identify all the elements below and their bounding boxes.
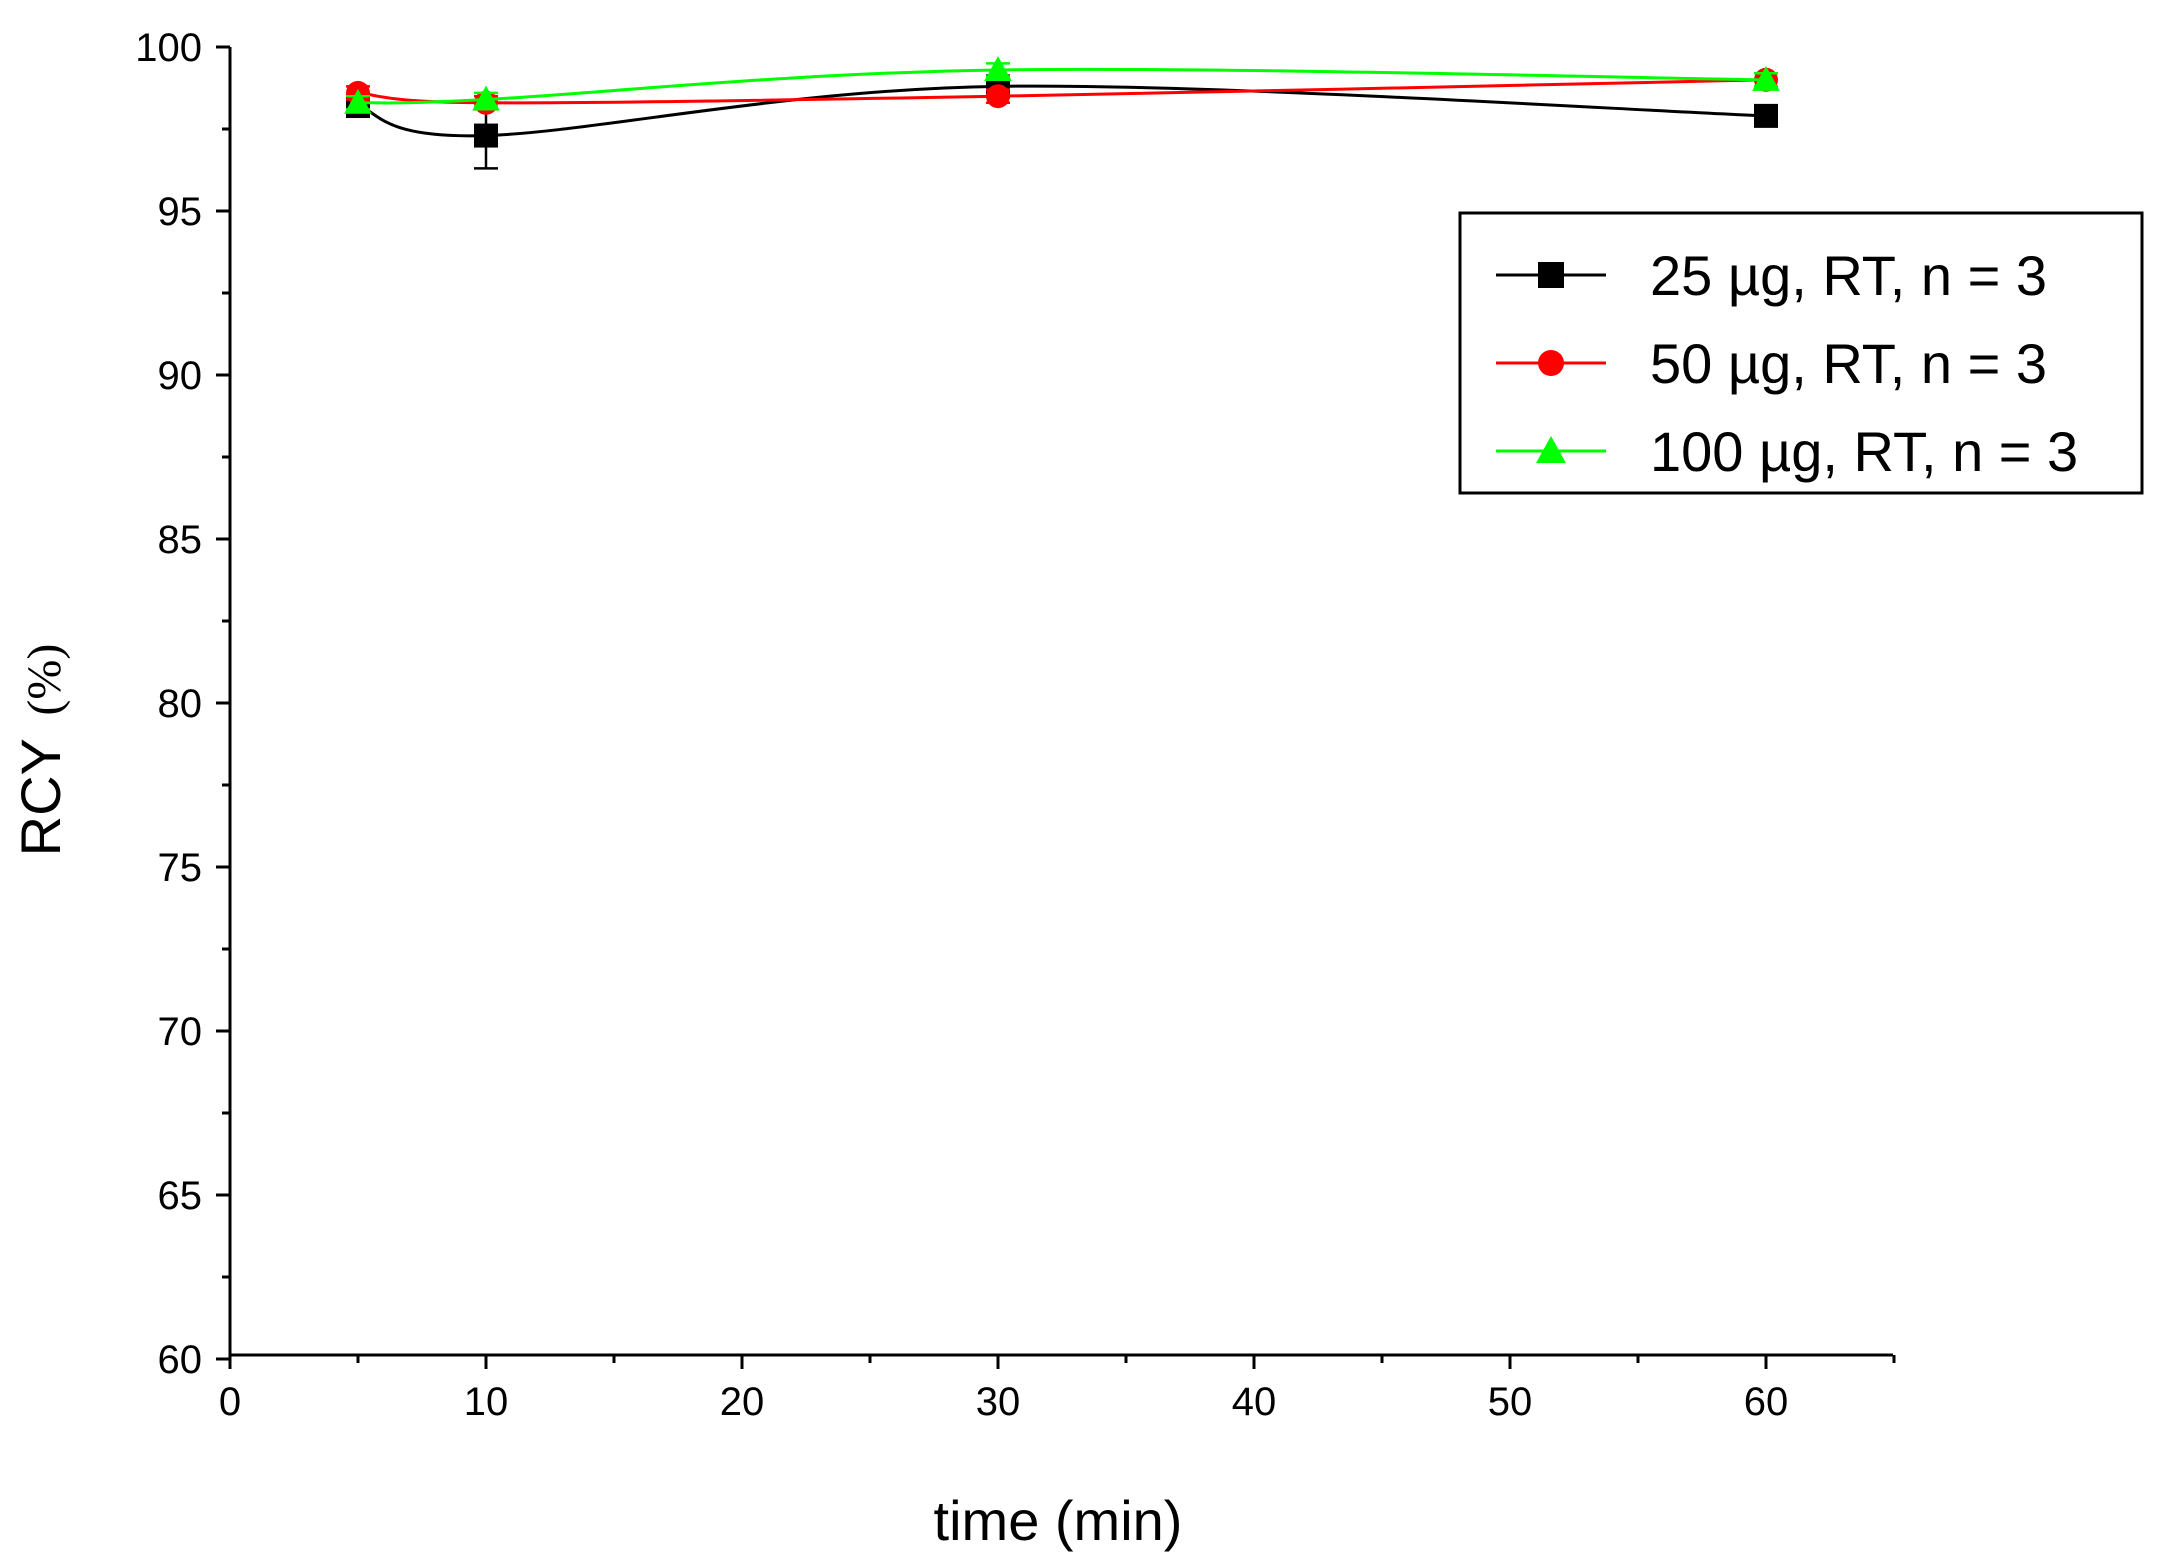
legend-marker xyxy=(1536,436,1566,463)
data-point xyxy=(984,56,1012,81)
y-tick-label: 80 xyxy=(158,682,203,726)
legend-item-3: 100 µg, RT, n = 3 xyxy=(1496,420,2078,483)
x-tick-label: 20 xyxy=(720,1380,765,1424)
y-axis-title-unit: (%) xyxy=(18,644,71,716)
series-line xyxy=(357,67,1767,105)
legend: 25 µg, RT, n = 3 50 µg, RT, n = 3 100 µg, … xyxy=(1458,211,2144,495)
y-axis-title: RCY (%) xyxy=(9,644,72,857)
legend-marker xyxy=(1538,350,1564,376)
data-point xyxy=(472,85,500,111)
series-1 xyxy=(346,74,1778,170)
legend-item-2: 50 µg, RT, n = 3 xyxy=(1496,332,2047,395)
x-tick-label: 0 xyxy=(219,1380,241,1424)
y-tick-label: 65 xyxy=(158,1174,203,1218)
series-line xyxy=(357,84,1767,138)
data-point xyxy=(986,84,1010,109)
x-tick-label: 60 xyxy=(1744,1380,1789,1424)
x-tick-label: 30 xyxy=(976,1380,1021,1424)
legend-box xyxy=(1458,211,2144,495)
y-tick-label: 85 xyxy=(158,518,203,562)
x-tick-label: 10 xyxy=(464,1380,509,1424)
legend-item-1: 25 µg, RT, n = 3 xyxy=(1496,244,2047,307)
y-tick-label: 70 xyxy=(158,1010,203,1054)
data-point xyxy=(474,123,498,148)
legend-label: 100 µg, RT, n = 3 xyxy=(1650,420,2078,483)
data-point xyxy=(344,88,372,114)
series-3 xyxy=(344,56,1780,114)
x-tick-label: 50 xyxy=(1488,1380,1533,1424)
y-tick-label: 60 xyxy=(158,1338,203,1382)
x-tick-label: 40 xyxy=(1232,1380,1277,1424)
x-axis-title: time (min) xyxy=(934,1489,1183,1552)
axes: 0 10 20 30 40 50 60 60 65 70 75 80 85 90 95 100 xyxy=(135,26,1896,1424)
series-line xyxy=(357,78,1767,105)
legend-marker xyxy=(1538,262,1564,288)
y-tick-label: 100 xyxy=(135,26,202,70)
series-layer xyxy=(344,56,1780,170)
y-tick-label: 95 xyxy=(158,190,203,234)
y-tick-label: 90 xyxy=(158,354,203,398)
data-point xyxy=(1752,66,1780,91)
legend-label: 25 µg, RT, n = 3 xyxy=(1650,244,2047,307)
y-tick-label: 75 xyxy=(158,846,203,890)
legend-label: 50 µg, RT, n = 3 xyxy=(1650,332,2047,395)
data-point xyxy=(1754,103,1778,128)
y-axis-title-main: RCY xyxy=(9,738,72,856)
